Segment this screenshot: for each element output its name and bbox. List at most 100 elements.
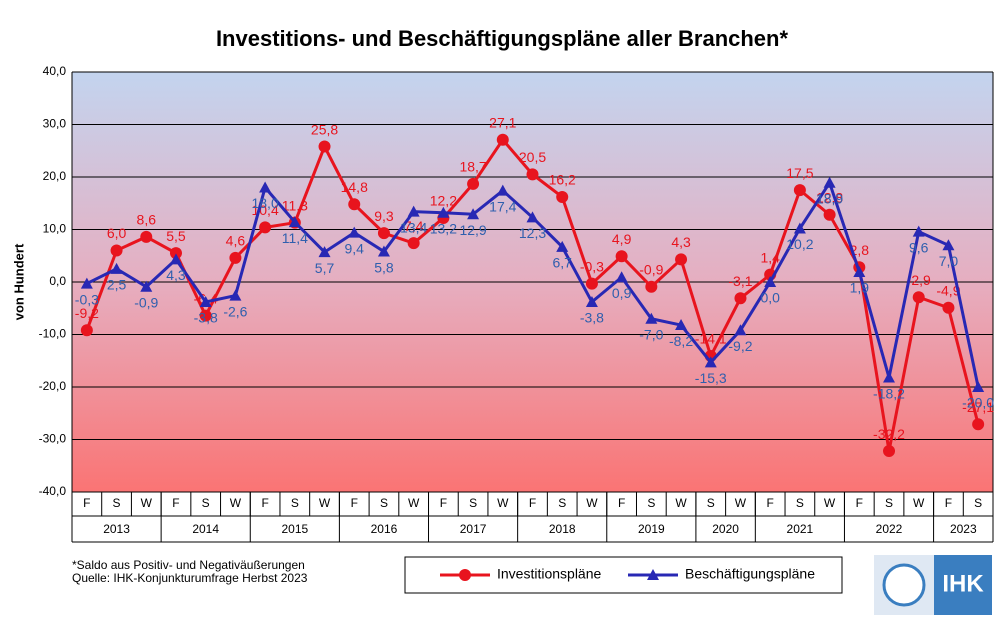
x-tick-label: S <box>202 496 210 510</box>
data-point <box>80 277 93 289</box>
data-label: 12,2 <box>430 193 457 209</box>
x-tick-label: S <box>974 496 982 510</box>
logo-band <box>934 555 992 615</box>
data-point <box>675 253 688 266</box>
data-label: 4,6 <box>226 233 246 249</box>
x-tick-label: W <box>913 496 925 510</box>
data-label: 4,9 <box>612 231 632 247</box>
year-label: 2019 <box>638 522 665 536</box>
data-label: 12,3 <box>519 225 546 241</box>
data-point <box>467 208 480 220</box>
data-point <box>348 226 361 238</box>
x-tick-label: W <box>408 496 420 510</box>
data-point <box>199 309 212 322</box>
data-point <box>377 227 390 240</box>
data-label: 5,5 <box>166 228 186 244</box>
data-label: 0,9 <box>612 285 632 301</box>
data-label: 6,0 <box>107 225 127 241</box>
data-label: -18,2 <box>873 385 905 401</box>
data-label: 13,4 <box>400 219 427 235</box>
data-point <box>318 246 331 258</box>
data-point <box>585 295 598 307</box>
x-tick-label: S <box>647 496 655 510</box>
data-point <box>883 371 896 383</box>
data-point <box>199 295 212 307</box>
chart-title: Investitions- und Beschäftigungspläne al… <box>216 26 789 51</box>
legend-marker <box>647 569 659 580</box>
data-point <box>80 324 93 337</box>
data-point <box>972 381 985 392</box>
data-point <box>942 301 955 314</box>
data-label: 12,9 <box>459 222 486 238</box>
data-point <box>526 211 539 223</box>
data-label: 18,7 <box>459 159 486 175</box>
y-axis-title: von Hundert <box>11 243 26 320</box>
x-tick-label: S <box>796 496 804 510</box>
data-point <box>467 177 480 190</box>
data-point <box>348 198 361 211</box>
x-tick-label: S <box>380 496 388 510</box>
y-tick-label: 20,0 <box>43 169 67 183</box>
y-tick-label: -10,0 <box>39 327 67 341</box>
data-label: 4,3 <box>671 234 691 250</box>
data-label: 13,2 <box>430 220 457 236</box>
year-label: 2022 <box>876 522 903 536</box>
data-label: -0,3 <box>75 291 99 307</box>
x-tick-label: W <box>497 496 509 510</box>
x-tick-label: F <box>767 496 774 510</box>
data-label: -0,3 <box>580 258 604 274</box>
x-tick-label: F <box>261 496 268 510</box>
year-label: 2020 <box>712 522 739 536</box>
data-label: 27,1 <box>489 114 516 130</box>
data-point <box>437 206 450 218</box>
y-tick-label: 0,0 <box>49 274 66 288</box>
data-point <box>110 244 123 257</box>
data-label: -3,8 <box>580 310 604 326</box>
data-label: 18,0 <box>251 195 278 211</box>
data-label: 9,4 <box>345 240 365 256</box>
legend-label: Investitionspläne <box>497 566 602 582</box>
data-label: -32,2 <box>873 426 905 442</box>
data-point <box>556 240 569 252</box>
year-label: 2016 <box>371 522 398 536</box>
data-label: 9,6 <box>909 239 929 255</box>
data-point <box>140 230 153 243</box>
data-point <box>853 266 866 278</box>
legend-marker <box>459 569 471 581</box>
year-label: 2018 <box>549 522 576 536</box>
data-point <box>526 168 539 181</box>
y-tick-label: 30,0 <box>43 117 67 131</box>
data-label: 14,8 <box>341 179 368 195</box>
x-tick-label: F <box>618 496 625 510</box>
data-point <box>407 237 420 250</box>
data-label: -8,2 <box>669 333 693 349</box>
year-label: 2021 <box>787 522 814 536</box>
data-point <box>942 239 955 251</box>
x-tick-label: W <box>586 496 598 510</box>
data-point <box>169 247 182 260</box>
data-label: 9,3 <box>374 208 394 224</box>
data-point <box>883 445 896 458</box>
data-point <box>377 245 390 257</box>
x-tick-label: W <box>824 496 836 510</box>
x-tick-label: S <box>885 496 893 510</box>
data-point <box>407 205 420 217</box>
x-tick-label: S <box>558 496 566 510</box>
data-point <box>615 250 628 263</box>
data-label: 17,4 <box>489 198 516 214</box>
data-point <box>675 319 688 331</box>
data-point <box>169 253 182 265</box>
y-tick-label: 40,0 <box>43 64 67 78</box>
data-label: -15,3 <box>695 370 727 386</box>
data-label: -14,1 <box>695 331 727 347</box>
data-label: -20,0 <box>962 395 994 411</box>
x-tick-label: F <box>945 496 952 510</box>
data-label: 5,8 <box>374 259 394 275</box>
x-tick-label: F <box>172 496 179 510</box>
year-label: 2023 <box>950 522 977 536</box>
x-tick-label: W <box>319 496 331 510</box>
data-point <box>259 221 272 234</box>
data-label: 11,3 <box>282 197 308 213</box>
data-label: 4,3 <box>166 267 186 283</box>
